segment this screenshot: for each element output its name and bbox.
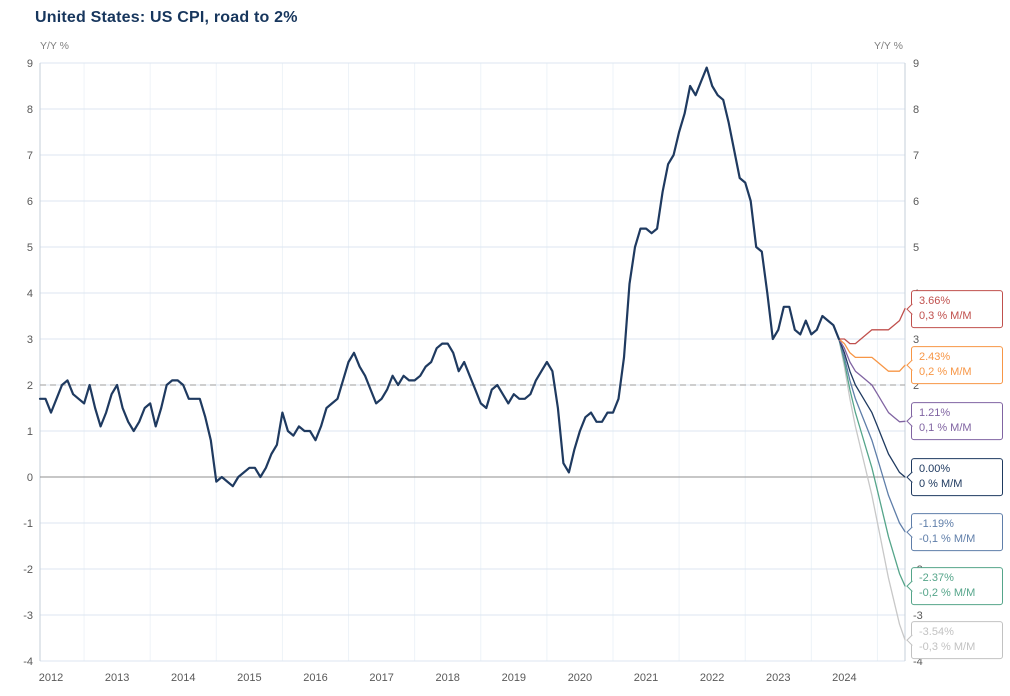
right-axis-unit-label: Y/Y %: [874, 40, 903, 52]
page-title: United States: US CPI, road to 2%: [35, 9, 298, 26]
scenario-terminal-value: 2.43%: [919, 351, 951, 364]
scenario-callout: -2.37% -0,2 % M/M: [906, 567, 1003, 605]
x-tick-label: 2014: [171, 672, 195, 684]
scenario-callout: -3.54% -0,3 % M/M: [906, 621, 1003, 659]
scenario-callout: 3.66% 0,3 % M/M: [906, 290, 1003, 328]
scenario-mm-label: 0,3 % M/M: [919, 310, 972, 322]
scenario-terminal-value: 1.21%: [919, 407, 951, 420]
scenario-callout: 2.43% 0,2 % M/M: [906, 346, 1003, 384]
x-tick-label: 2012: [39, 672, 63, 684]
scenario-mm-label: -0,1 % M/M: [919, 533, 976, 545]
x-tick-label: 2016: [303, 672, 327, 684]
scenario-mm-label: -0,3 % M/M: [919, 641, 976, 653]
y-tick-label-right: -4: [913, 656, 923, 668]
x-tick-label: 2015: [237, 672, 261, 684]
y-tick-label-right: 7: [913, 150, 919, 162]
scenario-callout: 1.21% 0,1 % M/M: [906, 402, 1003, 440]
y-tick-label-right: 6: [913, 196, 919, 208]
scenario-callout: 0.00% 0 % M/M: [906, 458, 1003, 496]
y-tick-label-left: -4: [23, 656, 33, 668]
y-tick-label-left: 3: [27, 334, 33, 346]
y-tick-label-left: -1: [23, 518, 33, 530]
scenario-mm-label: 0 % M/M: [919, 478, 963, 490]
scenario-line-zero: [838, 338, 906, 478]
x-tick-label: 2023: [766, 672, 790, 684]
y-tick-label-left: 8: [27, 104, 33, 116]
scenario-line-minus-0-2: [838, 338, 906, 587]
y-tick-label-left: 0: [27, 472, 33, 484]
y-tick-label-left: 4: [27, 288, 33, 300]
y-tick-label-left: 2: [27, 380, 33, 392]
y-tick-label-left: 5: [27, 242, 33, 254]
y-tick-label-right: -3: [913, 610, 923, 622]
y-tick-label-left: -2: [23, 564, 33, 576]
scenario-terminal-value: 0.00%: [919, 463, 951, 476]
x-tick-label: 2018: [435, 672, 459, 684]
scenario-terminal-value: 3.66%: [919, 295, 951, 308]
y-tick-label-left: 6: [27, 196, 33, 208]
x-tick-label: 2017: [369, 672, 393, 684]
y-tick-label-left: 7: [27, 150, 33, 162]
x-tick-label: 2013: [105, 672, 129, 684]
y-tick-label-left: 9: [27, 58, 33, 70]
scenario-mm-label: 0,1 % M/M: [919, 422, 972, 434]
scenario-mm-label: 0,2 % M/M: [919, 366, 972, 378]
scenario-line-minus-0-1: [838, 338, 906, 533]
x-tick-label: 2022: [700, 672, 724, 684]
x-tick-label: 2019: [502, 672, 526, 684]
scenario-line-plus-0-2: [838, 338, 906, 372]
x-tick-label: 2024: [832, 672, 856, 684]
y-tick-label-right: 3: [913, 334, 919, 346]
scenario-mm-label: -0,2 % M/M: [919, 587, 976, 599]
scenario-terminal-value: -1.19%: [919, 518, 954, 531]
y-tick-label-right: 8: [913, 104, 919, 116]
x-tick-label: 2021: [634, 672, 658, 684]
left-axis-unit-label: Y/Y %: [40, 40, 69, 52]
scenario-line-plus-0-3: [838, 307, 906, 345]
x-tick-label: 2020: [568, 672, 592, 684]
y-tick-label-right: 2: [913, 380, 919, 392]
y-tick-label-left: 1: [27, 426, 33, 438]
scenario-line-minus-0-3: [838, 338, 906, 641]
y-tick-label-right: 9: [913, 58, 919, 70]
scenario-terminal-value: -3.54%: [919, 626, 954, 639]
scenario-line-plus-0-1: [838, 338, 906, 423]
y-tick-label-right: 5: [913, 242, 919, 254]
scenario-terminal-value: -2.37%: [919, 572, 954, 585]
cpi-actual-line: [38, 66, 841, 488]
scenario-callout: -1.19% -0,1 % M/M: [906, 513, 1003, 551]
y-tick-label-left: -3: [23, 610, 33, 622]
